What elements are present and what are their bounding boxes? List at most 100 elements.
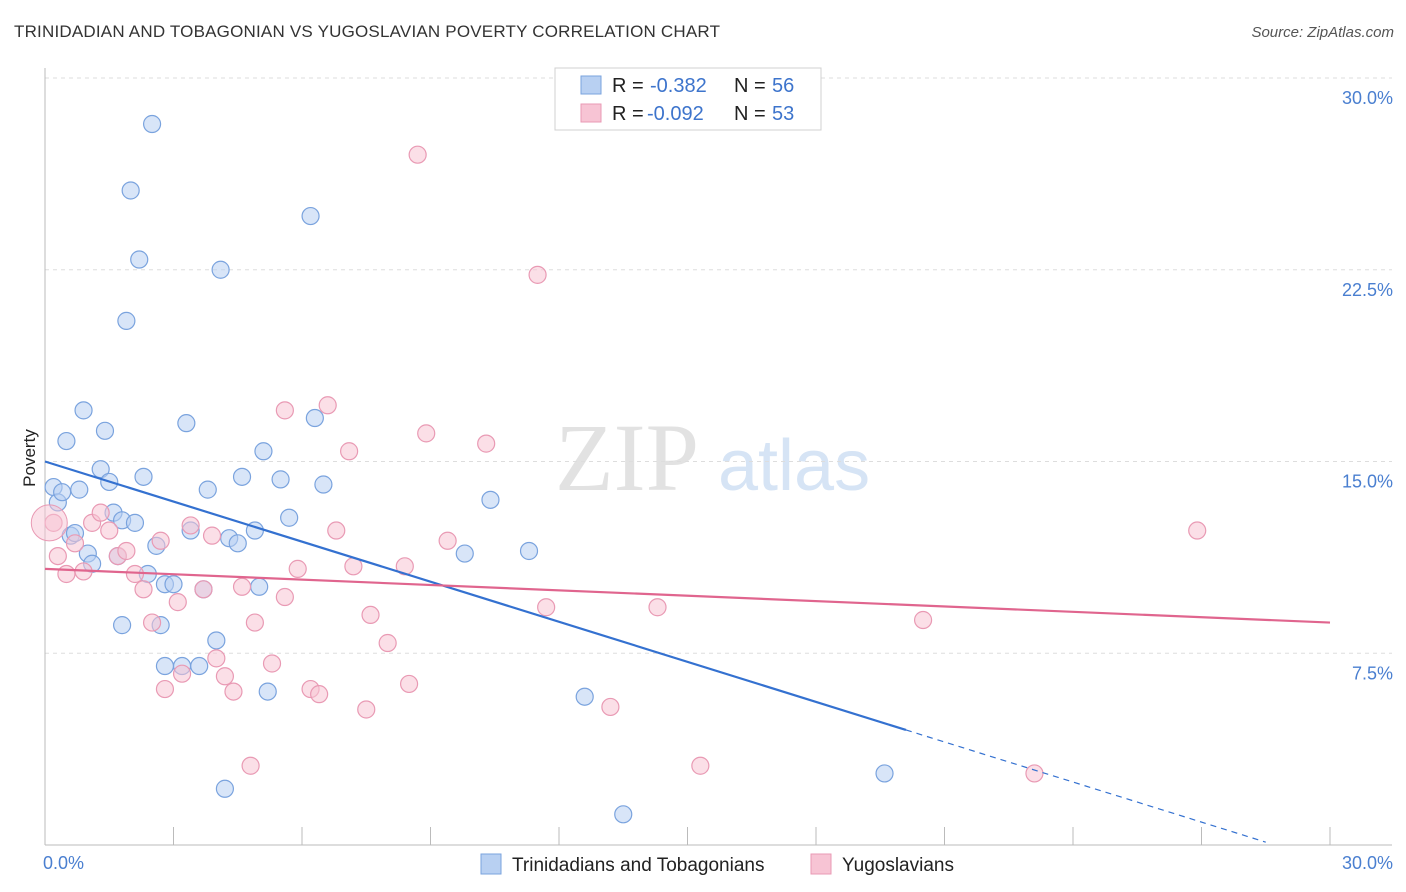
scatter-point [575, 687, 594, 706]
scatter-point [232, 577, 252, 596]
scatter-point [172, 664, 192, 683]
scatter-point [168, 593, 187, 612]
scatter-point [275, 401, 294, 420]
legend-swatch-blue [580, 75, 602, 95]
scatter-point [361, 605, 380, 625]
scatter-point [202, 526, 222, 545]
scatter-point [1025, 764, 1044, 783]
scatter-point [74, 401, 93, 420]
scatter-point [275, 587, 294, 607]
scatter-point [215, 667, 234, 686]
scatter-point [91, 503, 110, 522]
scatter-point [913, 610, 933, 630]
scatter-point [190, 656, 209, 676]
scatter-point [357, 700, 376, 719]
scatter-point [250, 577, 269, 596]
legend-swatch-pink [580, 103, 602, 123]
trend-line-trinidadians-extension [905, 729, 1266, 843]
trend-line-trinidadians [44, 460, 907, 732]
scatter-point [155, 656, 175, 676]
bottom-legend-swatch-blue [480, 853, 502, 875]
scatter-point [310, 685, 329, 704]
scatter-point [142, 114, 162, 134]
scatter-point-cluster [30, 504, 68, 542]
scatter-point [399, 674, 419, 694]
correlation-legend: R = -0.382 N = 56 R = -0.092 N = 53 [554, 67, 822, 131]
scatter-point [65, 534, 85, 553]
scatter-point [875, 764, 894, 783]
scatter-point [245, 613, 264, 632]
legend-r-label-2: R = [612, 103, 644, 125]
legend-n-value-1: 56 [772, 75, 794, 97]
scatter-point [194, 580, 213, 599]
series-yugoslavians-points [30, 145, 1207, 783]
scatter-point [408, 145, 427, 164]
scatter-point [142, 613, 162, 632]
scatter-point [48, 546, 67, 566]
scatter-point [314, 475, 333, 494]
scatter-point [327, 521, 346, 540]
bottom-legend-label-2: Yugoslavians [842, 855, 954, 876]
legend-n-value-2: 53 [772, 103, 794, 125]
series-legend: Trinidadians and Tobagonians Yugoslavian… [480, 853, 954, 876]
scatter-point [57, 431, 76, 451]
legend-r-value-2: -0.092 [647, 103, 704, 125]
legend-r-label-1: R = [612, 75, 644, 97]
scatter-point [340, 442, 359, 461]
scatter-point [215, 779, 234, 798]
scatter-point [318, 396, 337, 415]
scatter-point [91, 460, 110, 479]
scatter-point [271, 470, 290, 489]
x-tick-label-min: 0.0% [43, 853, 84, 873]
watermark: ZIP atlas [555, 404, 870, 511]
scatter-point [280, 508, 299, 527]
legend-n-label-2: N = [734, 103, 766, 125]
scatter-point [125, 564, 145, 584]
scatter-point [601, 697, 620, 717]
trend-line-yugoslavians [44, 567, 1331, 624]
watermark-atlas: atlas [718, 426, 870, 506]
scatter-point [57, 564, 76, 584]
scatter-point [207, 631, 226, 650]
x-tick-label-max: 30.0% [1342, 853, 1393, 873]
scatter-point [378, 633, 397, 653]
y-tick-label: 7.5% [1352, 663, 1393, 683]
scatter-point [53, 483, 72, 502]
scatter-point [95, 421, 115, 440]
scatter-point [207, 649, 226, 668]
scatter-point [125, 513, 145, 532]
scatter-point [691, 756, 710, 775]
scatter-point [134, 580, 153, 599]
scatter-point [228, 534, 247, 553]
scatter-point [181, 516, 200, 535]
y-tick-label: 15.0% [1342, 472, 1393, 492]
scatter-point [100, 521, 119, 540]
scatter-point [648, 598, 667, 617]
watermark-zip: ZIP [555, 404, 699, 511]
scatter-point [254, 442, 273, 461]
scatter-point [537, 598, 556, 617]
scatter-point [70, 480, 89, 499]
legend-n-label-1: N = [734, 75, 766, 97]
scatter-point [417, 424, 436, 443]
scatter-point [1188, 521, 1207, 540]
scatter-point [224, 682, 243, 701]
scatter-point [130, 250, 149, 269]
axes [44, 68, 1392, 846]
y-tick-label: 30.0% [1342, 88, 1393, 108]
scatter-point [477, 434, 496, 453]
scatter-point [117, 311, 136, 330]
scatter-point [117, 541, 136, 561]
gridlines [45, 77, 1392, 654]
scatter-point [481, 490, 500, 509]
scatter-point [151, 531, 170, 550]
scatter-point [241, 756, 260, 775]
scatter-point [155, 679, 175, 699]
scatter-point [614, 805, 633, 824]
bottom-legend-swatch-pink [810, 853, 832, 875]
scatter-point [134, 467, 153, 486]
scatter-point [164, 575, 183, 594]
scatter-point [519, 541, 539, 561]
bottom-legend-label-1: Trinidadians and Tobagonians [512, 855, 764, 876]
